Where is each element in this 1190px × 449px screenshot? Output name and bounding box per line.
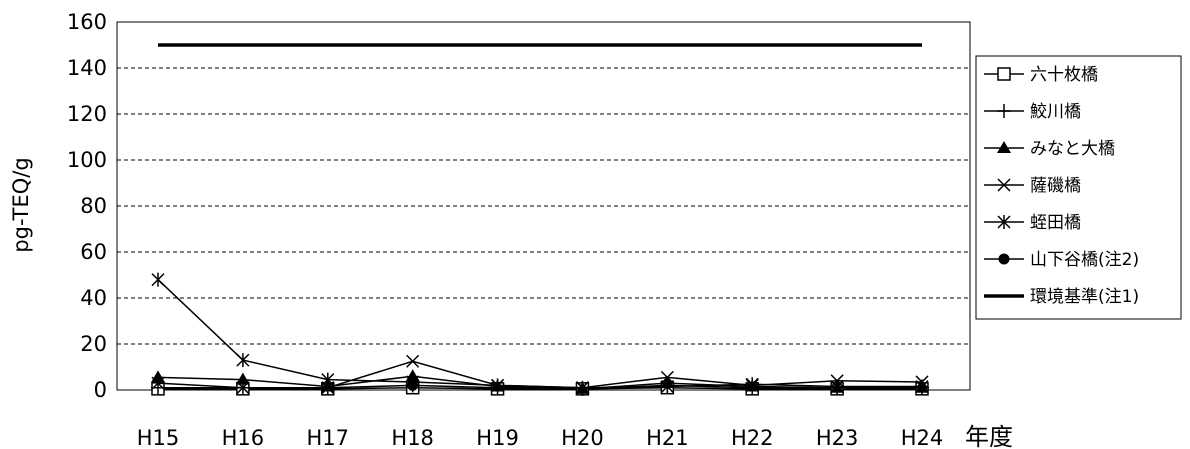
- x-tick-label: H16: [222, 426, 265, 449]
- series-layer: [151, 43, 929, 396]
- data-point: [660, 379, 674, 394]
- data-point: [151, 272, 165, 287]
- legend-label: 鮫川橋: [1030, 102, 1081, 122]
- series-line: [157, 279, 922, 389]
- y-tick-label: 120: [67, 102, 107, 126]
- x-axis-label: 年度: [965, 423, 1013, 449]
- x-tick-label: H20: [561, 426, 604, 449]
- legend-item: 環境基準(注1): [984, 287, 1139, 307]
- data-point: [406, 354, 420, 368]
- series-line: [157, 375, 922, 390]
- data-point: [236, 381, 250, 395]
- x-tick-label: H21: [646, 426, 689, 449]
- x-tick-label: H22: [731, 426, 774, 449]
- data-point: [236, 353, 250, 368]
- x-axis-ticks: H15 H16 H17 H18 H19 H20 H21 H22 H23 H24: [137, 426, 944, 449]
- x-tick-label: H23: [816, 426, 859, 449]
- legend-item: 薩磯橋: [984, 176, 1081, 196]
- x-tick-label: H24: [901, 426, 944, 449]
- y-axis-ticks: 0 20 40 60 80 100 120 140 160: [67, 10, 107, 402]
- data-point: [660, 370, 674, 384]
- legend-item: 蛭田橋: [984, 213, 1081, 233]
- series-4: [151, 272, 929, 395]
- legend-label: 環境基準(注1): [1030, 287, 1139, 307]
- y-tick-label: 140: [67, 56, 107, 80]
- data-point: [235, 372, 250, 385]
- x-tick-label: H17: [307, 426, 350, 449]
- legend-label: みなと大橋: [1030, 139, 1115, 159]
- y-tick-label: 160: [67, 10, 107, 34]
- y-tick-label: 40: [80, 286, 107, 310]
- series-5: [407, 379, 419, 391]
- data-point: [830, 379, 844, 394]
- legend-marker: [997, 178, 1011, 192]
- legend-label: 薩磯橋: [1030, 176, 1081, 196]
- legend-marker: [997, 67, 1011, 81]
- x-tick-label: H19: [476, 426, 519, 449]
- data-point: [575, 380, 589, 395]
- y-axis-label: pg-TEQ/g: [9, 157, 33, 252]
- legend-label: 山下谷橋(注2): [1030, 250, 1139, 270]
- y-tick-label: 60: [80, 240, 107, 264]
- y-tick-label: 20: [80, 332, 107, 356]
- legend-item: 鮫川橋: [984, 102, 1081, 122]
- data-point: [491, 378, 505, 393]
- legend-item: 六十枚橋: [984, 65, 1098, 85]
- legend-label: 蛭田橋: [1030, 213, 1081, 233]
- data-point: [915, 379, 929, 394]
- y-tick-label: 80: [80, 194, 107, 218]
- legend-label: 六十枚橋: [1030, 65, 1098, 85]
- legend-marker: [998, 253, 1010, 265]
- legend-marker: [997, 215, 1011, 229]
- legend-marker: [997, 141, 1011, 153]
- x-tick-label: H15: [137, 426, 180, 449]
- plot-area: [116, 21, 971, 391]
- y-tick-label: 100: [67, 148, 107, 172]
- data-point: [407, 379, 419, 391]
- data-point: [321, 372, 335, 387]
- legend-item: 山下谷橋(注2): [984, 250, 1139, 270]
- legend-box: [975, 55, 1182, 320]
- data-point: [151, 376, 165, 390]
- y-tick-label: 0: [94, 378, 107, 402]
- data-point: [745, 377, 759, 392]
- x-tick-label: H18: [391, 426, 434, 449]
- legend-item: みなと大橋: [984, 139, 1115, 159]
- legend-marker: [997, 104, 1011, 118]
